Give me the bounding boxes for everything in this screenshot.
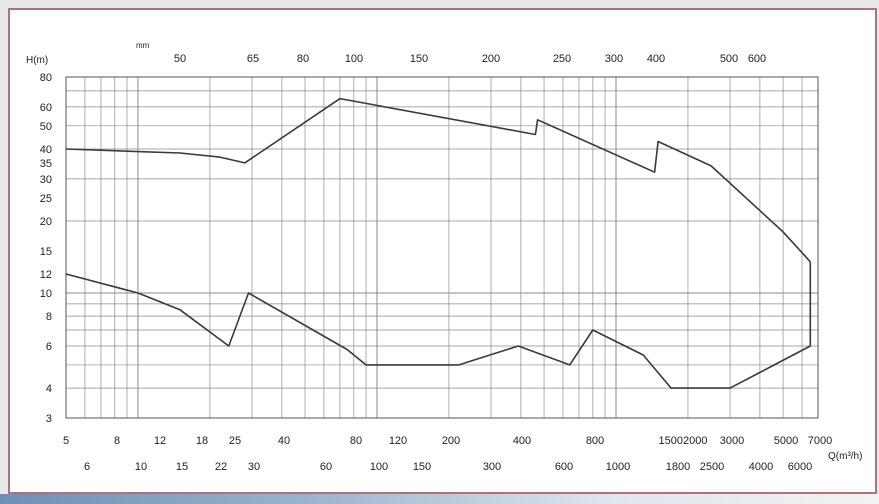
y-tick-label: 12 — [40, 269, 52, 281]
bottom-decor-band — [0, 494, 879, 504]
x-tick-label-row2: 30 — [248, 461, 260, 473]
vertical-grid — [65, 77, 819, 418]
x-tick-label-row1: 12 — [154, 435, 166, 447]
top-diameter-tick-label: 150 — [410, 53, 428, 65]
x-tick-label-row1: 800 — [586, 435, 604, 447]
top-diameter-tick-label: 200 — [482, 53, 500, 65]
x-tick-label-row1: 80 — [350, 435, 362, 447]
top-diameter-tick-label: 300 — [605, 53, 623, 65]
x-tick-label-row1: 7000 — [808, 435, 832, 447]
y-axis-label: H(m) — [26, 55, 48, 66]
y-tick-label: 35 — [40, 158, 52, 170]
x-tick-label-row2: 4000 — [749, 461, 773, 473]
top-axis-unit-label: mm — [136, 41, 150, 50]
chart-frame: 3 4 6 8 10 12 15 20 25 30 35 40 50 60 80 5 8 12 18 25 40 80 12… — [8, 8, 877, 494]
top-diameter-tick-label: 65 — [247, 53, 259, 65]
x-axis-label: Q(m³/h) — [828, 451, 862, 462]
y-tick-label: 60 — [40, 102, 52, 114]
top-diameter-tick-label: 100 — [345, 53, 363, 65]
x-tick-label-row2: 15 — [176, 461, 188, 473]
x-tick-label-row1: 5 — [63, 435, 69, 447]
y-tick-label: 30 — [40, 174, 52, 186]
y-tick-label: 15 — [40, 246, 52, 258]
x-tick-label-row1: 8 — [114, 435, 120, 447]
horizontal-grid — [66, 76, 818, 419]
top-diameter-tick-label: 80 — [297, 53, 309, 65]
x-tick-label-row2: 6 — [84, 461, 90, 473]
x-tick-label-row2: 1000 — [606, 461, 630, 473]
x-tick-label-row1: 18 — [196, 435, 208, 447]
y-tick-label: 4 — [46, 383, 52, 395]
x-tick-label-row1: 3000 — [720, 435, 744, 447]
y-tick-label: 3 — [46, 413, 52, 425]
x-tick-label-row1: 200 — [442, 435, 460, 447]
tick-labels: 3 4 6 8 10 12 15 20 25 30 35 40 50 60 80 5 8 12 18 25 40 80 12… — [40, 53, 832, 473]
y-tick-label: 10 — [40, 288, 52, 300]
top-diameter-tick-label: 500 — [720, 53, 738, 65]
x-tick-label-row2: 150 — [413, 461, 431, 473]
x-tick-label-row2: 1800 — [666, 461, 690, 473]
y-tick-label: 8 — [46, 311, 52, 323]
x-tick-label-row2: 10 — [135, 461, 147, 473]
x-tick-label-row1: 120 — [389, 435, 407, 447]
y-tick-label: 50 — [40, 121, 52, 133]
y-tick-label: 20 — [40, 216, 52, 228]
curves — [65, 97, 812, 389]
x-tick-label-row2: 2500 — [700, 461, 724, 473]
x-tick-label-row1: 15002000 — [659, 435, 708, 447]
x-tick-label-row1: 25 — [229, 435, 241, 447]
x-tick-label-row2: 600 — [555, 461, 573, 473]
curve-upper-envelope — [65, 97, 811, 263]
plot-border — [65, 76, 819, 419]
x-tick-label-row2: 60 — [320, 461, 332, 473]
x-tick-label-row1: 40 — [278, 435, 290, 447]
y-tick-label: 40 — [40, 144, 52, 156]
top-diameter-tick-label: 600 — [748, 53, 766, 65]
y-tick-label: 80 — [40, 72, 52, 84]
y-tick-label: 25 — [40, 193, 52, 205]
top-diameter-tick-label: 250 — [553, 53, 571, 65]
y-tick-label: 6 — [46, 341, 52, 353]
curve-lower-envelope — [65, 261, 812, 389]
x-tick-label-row2: 300 — [483, 461, 501, 473]
x-tick-label-row2: 100 — [370, 461, 388, 473]
x-tick-label-row2: 22 — [215, 461, 227, 473]
top-diameter-tick-label: 400 — [647, 53, 665, 65]
x-tick-label-row1: 400 — [513, 435, 531, 447]
x-tick-label-row2: 6000 — [788, 461, 812, 473]
pump-performance-chart: 3 4 6 8 10 12 15 20 25 30 35 40 50 60 80 5 8 12 18 25 40 80 12… — [26, 41, 862, 473]
top-diameter-tick-label: 50 — [174, 53, 186, 65]
x-tick-label-row1: 5000 — [774, 435, 798, 447]
